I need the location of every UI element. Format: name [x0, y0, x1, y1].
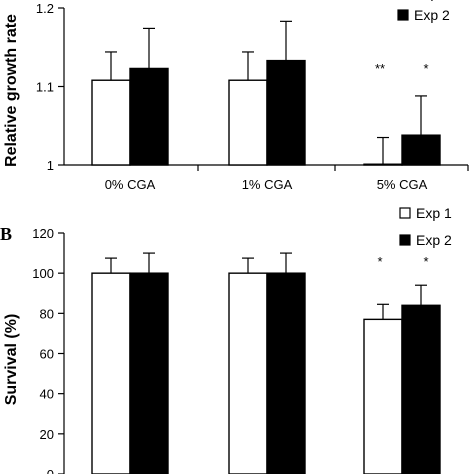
legend-label: Exp 1 [414, 0, 450, 1]
legend-swatch-exp1 [399, 207, 411, 219]
y-tick-label: 0 [47, 467, 54, 474]
chart-panel-b: 0 20 40 60 80 100 120 Survival (%) * * Exp 1 Exp 2 B [0, 205, 452, 474]
legend-label: Exp 1 [416, 205, 452, 221]
y-tick-label: 1.2 [36, 1, 54, 16]
chart-panel-a: 1 1.1 1.2 Relative growth rate 0% CGA 1% CGA 5… [3, 0, 469, 192]
significance-marker: * [423, 254, 428, 269]
bar-exp2 [266, 272, 306, 474]
x-category-label: 0% CGA [105, 177, 156, 192]
bar-exp1 [363, 318, 403, 474]
bar-exp1 [228, 272, 268, 474]
bar-exp1 [228, 79, 268, 166]
x-category-label: 1% CGA [242, 177, 293, 192]
y-tick-label: 1 [47, 158, 54, 173]
significance-marker: ** [375, 61, 385, 76]
y-axis-label: Survival (%) [3, 314, 20, 406]
x-category-label: 5% CGA [377, 177, 428, 192]
y-tick-label: 80 [40, 306, 54, 321]
bar-exp2 [401, 134, 441, 166]
legend-swatch-exp2 [399, 234, 411, 246]
bar-exp2 [266, 59, 306, 166]
bar-exp1 [91, 272, 131, 474]
y-tick-label: 40 [40, 387, 54, 402]
significance-marker: * [377, 254, 382, 269]
bar-exp2 [129, 272, 169, 474]
y-tick-label: 20 [40, 427, 54, 442]
y-tick-label: 60 [40, 347, 54, 362]
bar-exp2 [129, 67, 169, 166]
legend-swatch-exp2 [397, 9, 409, 21]
legend-label: Exp 2 [414, 7, 450, 23]
y-axis-label: Relative growth rate [3, 14, 20, 167]
panel-letter: B [0, 224, 12, 244]
bar-exp1 [363, 163, 403, 166]
significance-marker: * [423, 61, 428, 76]
y-tick-label: 1.1 [36, 80, 54, 95]
y-tick-label: 120 [32, 226, 54, 241]
y-tick-label: 100 [32, 266, 54, 281]
legend-label: Exp 2 [416, 232, 452, 248]
bar-exp1 [91, 79, 131, 166]
bar-exp2 [401, 304, 441, 474]
